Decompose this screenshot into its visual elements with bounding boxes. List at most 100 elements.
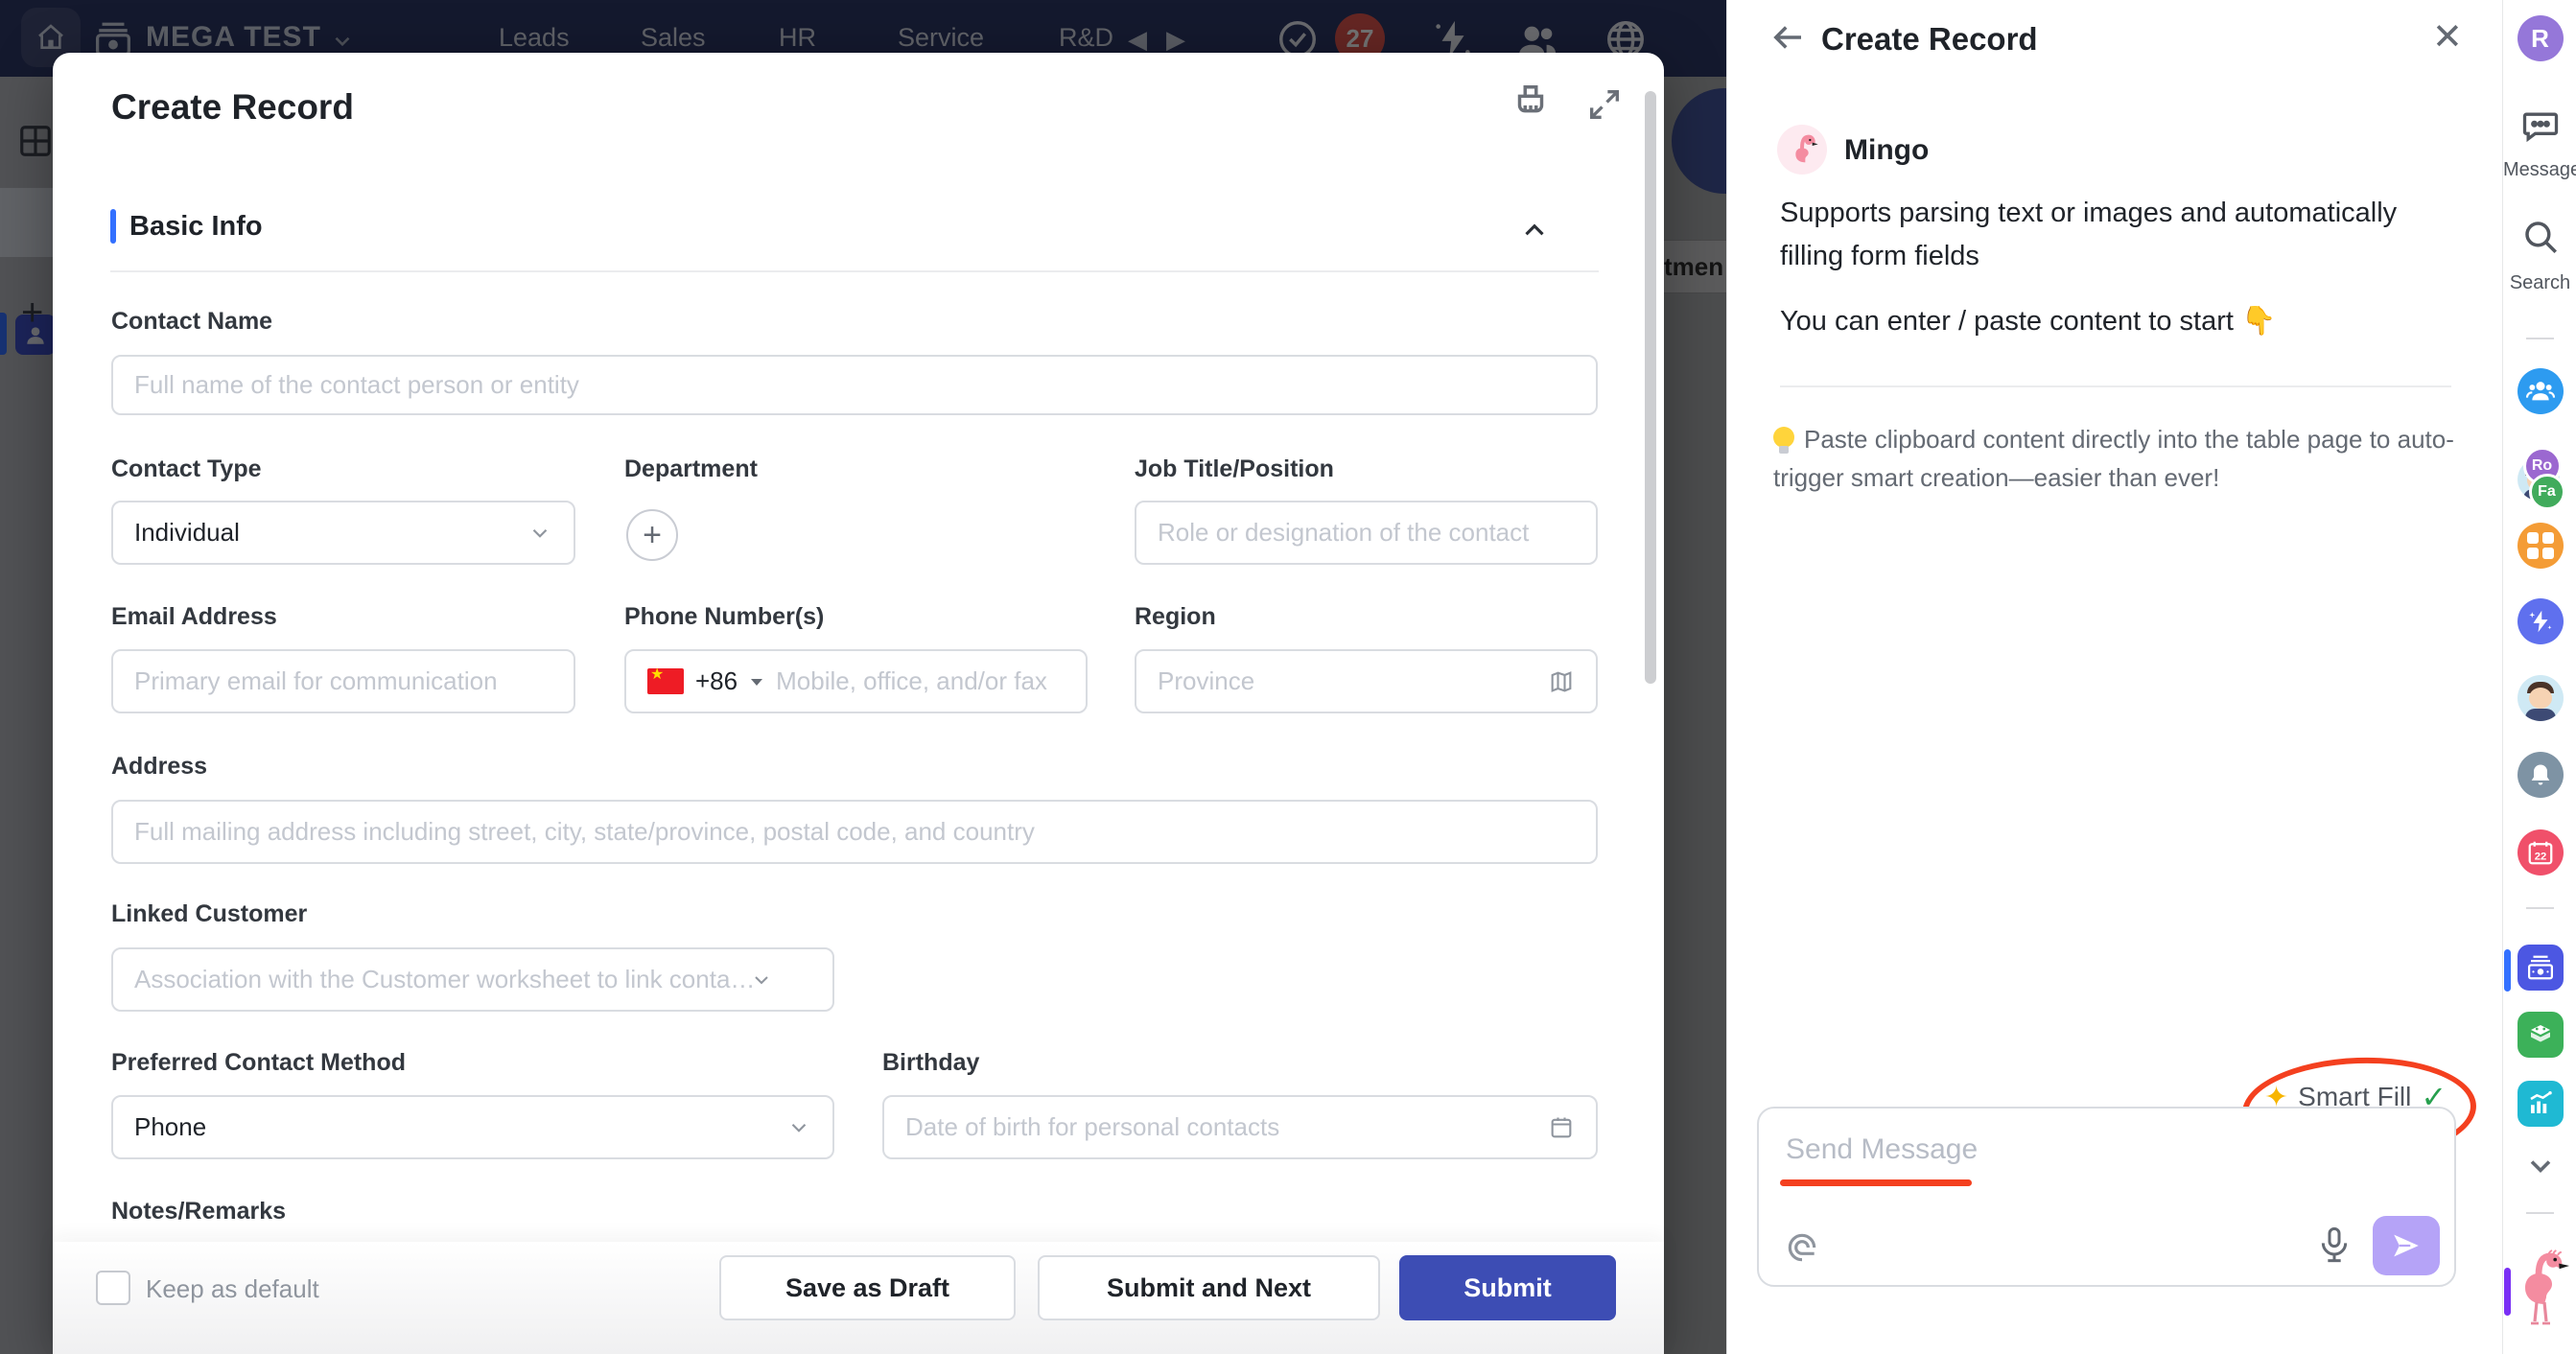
phone-input-group[interactable]: +86 Mobile, office, and/or fax [624, 649, 1088, 713]
dock-divider [2526, 907, 2554, 909]
search-button[interactable] [2503, 217, 2576, 257]
phone-label: Phone Number(s) [624, 603, 825, 630]
panel-title: Create Record [1821, 21, 2038, 57]
assistant-intro-line2: You can enter / paste content to start 👇 [1780, 306, 2277, 337]
svg-text:22: 22 [2534, 852, 2546, 863]
building-blocks-icon [2530, 1025, 2550, 1042]
avatar-initial: R [2531, 23, 2549, 53]
analytics-app-button[interactable] [2503, 1081, 2576, 1127]
close-icon[interactable]: ✕ [2432, 17, 2463, 58]
keep-default-checkbox[interactable] [96, 1271, 130, 1305]
right-dock: R Message Search Ro Fa [2502, 0, 2576, 1354]
microphone-icon[interactable] [2315, 1224, 2354, 1266]
messages-label: Message [2503, 159, 2576, 180]
banknote-icon [2527, 955, 2553, 980]
search-label: Search [2509, 272, 2571, 293]
contacts-people-icon [2525, 382, 2555, 401]
message-bubble-icon [2522, 112, 2558, 143]
save-draft-label: Save as Draft [785, 1272, 950, 1302]
user-avatar[interactable]: R [2503, 15, 2576, 61]
message-composer[interactable]: Send Message [1757, 1107, 2456, 1287]
chevron-down-icon [786, 1115, 811, 1140]
submit-button[interactable]: Submit [1399, 1255, 1616, 1320]
email-label: Email Address [111, 603, 277, 630]
modal-scrollbar-thumb[interactable] [1645, 91, 1656, 684]
keep-default-label: Keep as default [146, 1274, 319, 1303]
badge-fa: Fa [2528, 474, 2565, 510]
section-divider [110, 270, 1599, 272]
notes-label: Notes/Remarks [111, 1198, 287, 1225]
send-button[interactable] [2373, 1216, 2440, 1275]
calendar-app-button[interactable]: 22 [2503, 829, 2576, 875]
calendar-22-icon: 22 [2528, 841, 2552, 865]
tip-text: Paste clipboard content directly into th… [1773, 425, 2454, 492]
person-avatar [2517, 675, 2564, 721]
bell-icon [2531, 764, 2549, 785]
country-code-dropdown-icon[interactable] [749, 674, 764, 689]
region-input[interactable]: Province [1135, 649, 1598, 713]
back-arrow-icon[interactable] [1768, 17, 1808, 58]
linked-customer-input[interactable]: Association with the Customer worksheet … [111, 947, 834, 1012]
section-title: Basic Info [129, 211, 263, 242]
phone-country-code[interactable]: +86 [695, 666, 738, 695]
assistant-tip: Paste clipboard content directly into th… [1773, 420, 2469, 497]
clear-form-brush-icon[interactable] [1509, 82, 1553, 126]
job-title-input[interactable] [1135, 501, 1598, 565]
chevron-down-icon [527, 521, 552, 546]
contact-type-label: Contact Type [111, 455, 262, 482]
messages-button[interactable] [2503, 105, 2576, 148]
base-app-button[interactable] [2503, 945, 2576, 991]
search-icon [2524, 222, 2557, 253]
contact-name-input[interactable] [111, 355, 1598, 415]
chart-icon [2529, 1091, 2552, 1113]
section-accent-bar [110, 209, 116, 244]
contacts-app-button[interactable] [2503, 368, 2576, 414]
flamingo-icon [2524, 1249, 2569, 1325]
collapse-section-icon[interactable] [1518, 214, 1551, 246]
email-input[interactable] [111, 649, 575, 713]
submit-label: Submit [1464, 1272, 1552, 1302]
dock-chevron-down-icon[interactable] [2503, 1149, 2576, 1183]
smart-fill-label: Smart Fill [2298, 1082, 2412, 1111]
address-label: Address [111, 753, 208, 780]
composer-placeholder: Send Message [1786, 1133, 1979, 1165]
add-department-button[interactable]: + [626, 509, 678, 561]
expand-modal-icon[interactable] [1585, 85, 1624, 124]
active-app-indicator [2504, 949, 2511, 992]
ai-zap-button[interactable] [2503, 598, 2576, 644]
assistant-panel: Create Record ✕ Mingo Supports parsing t… [1726, 0, 2503, 1354]
preferred-method-value: Phone [134, 1112, 207, 1141]
notifications-button[interactable] [2503, 752, 2576, 798]
save-draft-button[interactable]: Save as Draft [719, 1255, 1016, 1320]
contact-avatar-with-badges[interactable]: Ro Fa [2503, 447, 2576, 510]
calendar-icon [1548, 1114, 1575, 1141]
birthday-input[interactable]: Date of birth for personal contacts [882, 1095, 1598, 1159]
modal-title: Create Record [111, 87, 354, 127]
panel-divider [1780, 385, 2451, 387]
zap-sparkle-icon [2528, 610, 2551, 633]
submit-next-button[interactable]: Submit and Next [1038, 1255, 1380, 1320]
phone-placeholder: Mobile, office, and/or fax [776, 666, 1047, 695]
chevron-down-icon [750, 969, 773, 992]
region-label: Region [1135, 603, 1216, 630]
attachment-icon[interactable] [1784, 1229, 1820, 1266]
mingo-flamingo-button[interactable] [2503, 1247, 2576, 1329]
assistant-intro-line1: Supports parsing text or images and auto… [1780, 198, 2398, 271]
address-input[interactable] [111, 800, 1598, 864]
blocks-app-button[interactable] [2503, 1012, 2576, 1058]
job-title-label: Job Title/Position [1135, 455, 1334, 482]
birthday-placeholder: Date of birth for personal contacts [905, 1112, 1280, 1141]
person-contact-button[interactable] [2503, 675, 2576, 721]
mingo-avatar [1777, 125, 1827, 175]
linked-customer-placeholder: Association with the Customer worksheet … [134, 965, 767, 993]
department-label: Department [624, 455, 758, 482]
preferred-method-select[interactable]: Phone [111, 1095, 834, 1159]
apps-grid-button[interactable] [2503, 523, 2576, 569]
contact-type-select[interactable]: Individual [111, 501, 575, 565]
contact-type-value: Individual [134, 518, 240, 547]
assistant-active-indicator [2504, 1268, 2511, 1316]
linked-customer-label: Linked Customer [111, 900, 308, 927]
send-plane-icon [2394, 1234, 2419, 1257]
apps-grid-icon [2526, 532, 2554, 559]
